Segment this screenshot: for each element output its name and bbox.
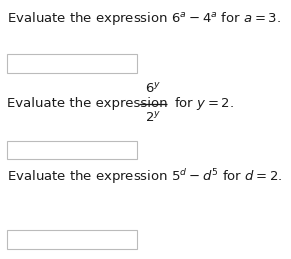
Text: $6^{y}$: $6^{y}$ — [145, 82, 161, 96]
Text: $2^{y}$: $2^{y}$ — [145, 111, 161, 125]
Text: Evaluate the expression $5^{d} - d^{5}$ for $d = 2$.: Evaluate the expression $5^{d} - d^{5}$ … — [7, 167, 283, 186]
FancyBboxPatch shape — [7, 230, 137, 249]
FancyBboxPatch shape — [7, 141, 137, 159]
Text: Evaluate the expression: Evaluate the expression — [7, 97, 172, 110]
FancyBboxPatch shape — [7, 54, 137, 73]
Text: for $y = 2$.: for $y = 2$. — [170, 95, 234, 112]
Text: Evaluate the expression $6^{a} - 4^{a}$ for $a = 3$.: Evaluate the expression $6^{a} - 4^{a}$ … — [7, 10, 281, 27]
